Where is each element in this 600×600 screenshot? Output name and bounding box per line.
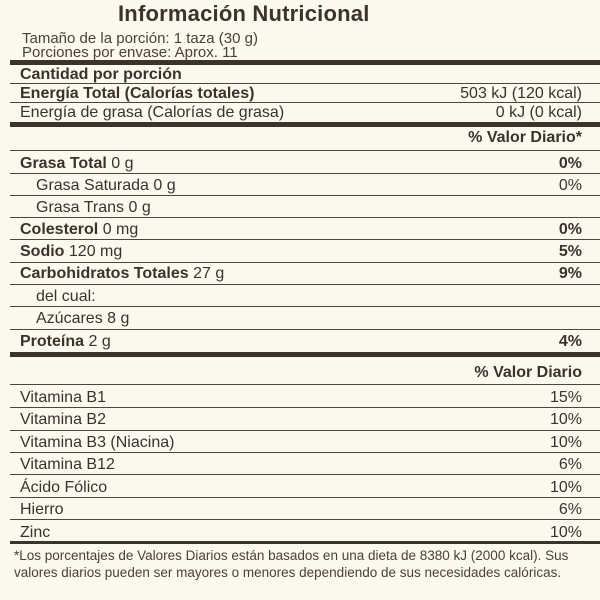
- divider: [10, 102, 600, 103]
- servings-per-container: Porciones por envase: Aprox. 11: [22, 44, 238, 61]
- vitamin-dv: 6%: [558, 456, 582, 473]
- nutrient-row-carbohydrates: Carbohidratos Totales 27 g: [20, 265, 225, 282]
- divider: [10, 217, 600, 218]
- divider: [10, 384, 600, 385]
- energy-value: 503 kJ (120 kcal): [460, 85, 582, 102]
- vitamin-row-b1: Vitamina B1: [20, 389, 106, 406]
- vitamin-dv: 10%: [549, 411, 582, 428]
- divider: [10, 407, 600, 408]
- divider: [10, 497, 600, 498]
- panel-title: Información Nutricional: [118, 1, 370, 26]
- divider: [10, 150, 600, 151]
- divider: [10, 519, 600, 520]
- divider: [10, 83, 600, 84]
- vitamin-row-folic-acid: Ácido Fólico: [20, 479, 108, 496]
- nutrient-row-cholesterol: Colesterol 0 mg: [20, 221, 139, 238]
- energy-fat-value: 0 kJ (0 kcal): [495, 104, 582, 121]
- vitamin-dv: 10%: [549, 524, 582, 541]
- footnote: *Los porcentajes de Valores Diarios está…: [14, 548, 569, 580]
- vitamin-dv: 6%: [558, 501, 582, 518]
- thick-divider: [10, 60, 600, 65]
- divider: [10, 195, 600, 196]
- serving-size: Tamaño de la porción: 1 taza (30 g): [22, 30, 258, 47]
- nutrient-dv: 0%: [558, 177, 582, 194]
- energy-fat-label: Energía de grasa (Calorías de grasa): [20, 104, 285, 121]
- vitamin-row-zinc: Zinc: [20, 524, 51, 541]
- divider: [10, 329, 600, 330]
- nutrient-dv: 4%: [558, 333, 582, 350]
- nutrient-row-trans-fat: Grasa Trans 0 g: [36, 199, 151, 216]
- energy-label: Energía Total (Calorías totales): [20, 85, 255, 102]
- vitamin-daily-value-header: % Valor Diario: [474, 364, 582, 381]
- vitamin-row-iron: Hierro: [20, 501, 64, 518]
- nutrient-row-sodium: Sodio 120 mg: [20, 243, 123, 260]
- divider: [10, 306, 600, 307]
- nutrient-dv: 0%: [558, 221, 582, 238]
- vitamin-row-b2: Vitamina B2: [20, 411, 106, 428]
- daily-value-header: % Valor Diario*: [468, 129, 582, 146]
- thick-divider: [10, 352, 600, 357]
- divider: [10, 262, 600, 263]
- divider: [10, 173, 600, 174]
- amount-per-serving-header: Cantidad por porción: [20, 66, 182, 83]
- divider: [10, 430, 600, 431]
- nutrient-row-sugars: Azúcares 8 g: [36, 310, 130, 327]
- vitamin-row-b12: Vitamina B12: [20, 456, 115, 473]
- divider: [10, 474, 600, 475]
- vitamin-dv: 10%: [549, 479, 582, 496]
- divider: [10, 452, 600, 453]
- nutrient-row-total-fat: Grasa Total 0 g: [20, 155, 134, 172]
- nutrient-dv: 5%: [558, 243, 582, 260]
- vitamin-row-b3: Vitamina B3 (Niacina): [20, 434, 175, 451]
- thick-divider: [10, 541, 600, 544]
- vitamin-dv: 10%: [549, 434, 582, 451]
- divider: [10, 239, 600, 240]
- nutrient-row-protein: Proteína 2 g: [20, 333, 111, 350]
- nutrient-row-saturated-fat: Grasa Saturada 0 g: [36, 177, 176, 194]
- vitamin-dv: 15%: [549, 389, 582, 406]
- nutrient-dv: 0%: [558, 155, 582, 172]
- thick-divider: [10, 122, 600, 127]
- nutrient-dv: 9%: [558, 265, 582, 282]
- divider: [10, 284, 600, 285]
- nutrient-row-of-which: del cual:: [36, 288, 96, 305]
